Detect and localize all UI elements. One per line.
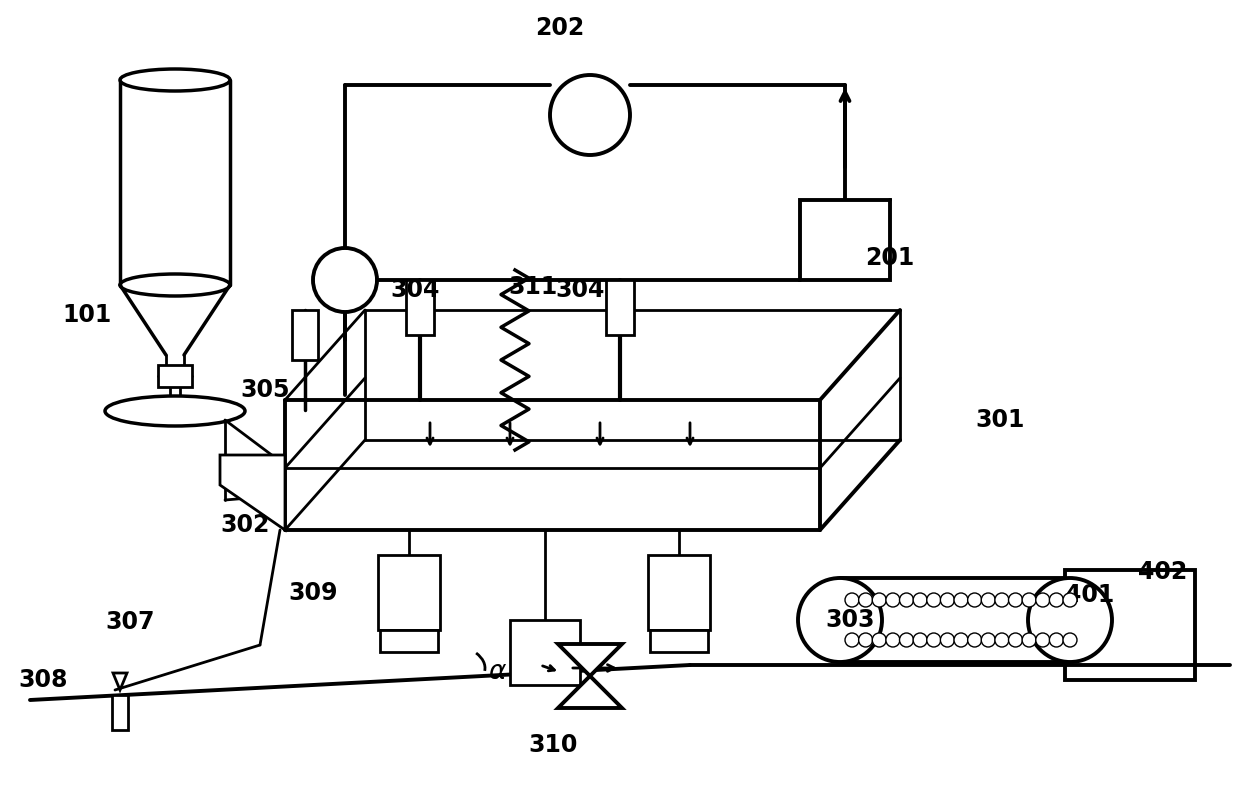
Circle shape xyxy=(885,593,900,607)
Text: 201: 201 xyxy=(866,246,914,270)
Ellipse shape xyxy=(120,69,229,91)
Ellipse shape xyxy=(105,396,246,426)
Text: 311: 311 xyxy=(508,275,557,299)
Ellipse shape xyxy=(120,274,229,296)
Bar xyxy=(378,555,440,630)
Bar xyxy=(650,630,708,652)
Circle shape xyxy=(926,593,941,607)
Text: 305: 305 xyxy=(241,378,289,402)
Circle shape xyxy=(954,633,968,647)
Bar xyxy=(157,365,192,387)
Circle shape xyxy=(967,633,982,647)
Circle shape xyxy=(967,593,982,607)
Text: 308: 308 xyxy=(19,668,67,692)
Circle shape xyxy=(1063,633,1078,647)
Text: 310: 310 xyxy=(528,733,578,757)
Text: 301: 301 xyxy=(975,408,1024,432)
Circle shape xyxy=(940,633,955,647)
Bar xyxy=(291,310,317,360)
Text: 303: 303 xyxy=(825,608,874,632)
Text: 309: 309 xyxy=(288,581,337,605)
Circle shape xyxy=(1008,633,1023,647)
Circle shape xyxy=(844,593,859,607)
Circle shape xyxy=(1008,593,1023,607)
Polygon shape xyxy=(219,455,285,530)
Circle shape xyxy=(885,633,900,647)
Bar xyxy=(379,630,438,652)
Circle shape xyxy=(1035,593,1050,607)
Text: 202: 202 xyxy=(534,16,584,40)
Bar xyxy=(1065,570,1195,680)
Circle shape xyxy=(994,633,1009,647)
Bar xyxy=(405,280,434,335)
Circle shape xyxy=(1049,633,1064,647)
Circle shape xyxy=(872,633,887,647)
Circle shape xyxy=(844,633,859,647)
Circle shape xyxy=(981,593,996,607)
Text: 304: 304 xyxy=(556,278,604,302)
Circle shape xyxy=(1022,593,1037,607)
Text: 101: 101 xyxy=(62,303,112,327)
Bar xyxy=(606,280,634,335)
Bar xyxy=(112,695,128,730)
Bar xyxy=(800,200,890,280)
Circle shape xyxy=(954,593,968,607)
Circle shape xyxy=(1028,578,1112,662)
Circle shape xyxy=(1035,633,1050,647)
Polygon shape xyxy=(558,644,622,676)
Text: 302: 302 xyxy=(219,513,269,537)
Bar xyxy=(649,555,711,630)
Circle shape xyxy=(994,593,1009,607)
Text: 401: 401 xyxy=(1065,583,1115,607)
Circle shape xyxy=(858,633,873,647)
Text: 307: 307 xyxy=(105,610,155,634)
Bar xyxy=(510,620,580,685)
Circle shape xyxy=(1049,593,1064,607)
Text: 402: 402 xyxy=(1138,560,1187,584)
Circle shape xyxy=(1022,633,1037,647)
Circle shape xyxy=(799,578,882,662)
Circle shape xyxy=(858,593,873,607)
Circle shape xyxy=(312,248,377,312)
Text: 304: 304 xyxy=(391,278,439,302)
Circle shape xyxy=(872,593,887,607)
Circle shape xyxy=(940,593,955,607)
Polygon shape xyxy=(113,673,126,690)
Circle shape xyxy=(913,633,928,647)
Polygon shape xyxy=(558,676,622,708)
Circle shape xyxy=(913,593,928,607)
Circle shape xyxy=(899,633,914,647)
Circle shape xyxy=(926,633,941,647)
Text: $\alpha$: $\alpha$ xyxy=(489,659,507,685)
Circle shape xyxy=(899,593,914,607)
Circle shape xyxy=(1063,593,1078,607)
Circle shape xyxy=(981,633,996,647)
